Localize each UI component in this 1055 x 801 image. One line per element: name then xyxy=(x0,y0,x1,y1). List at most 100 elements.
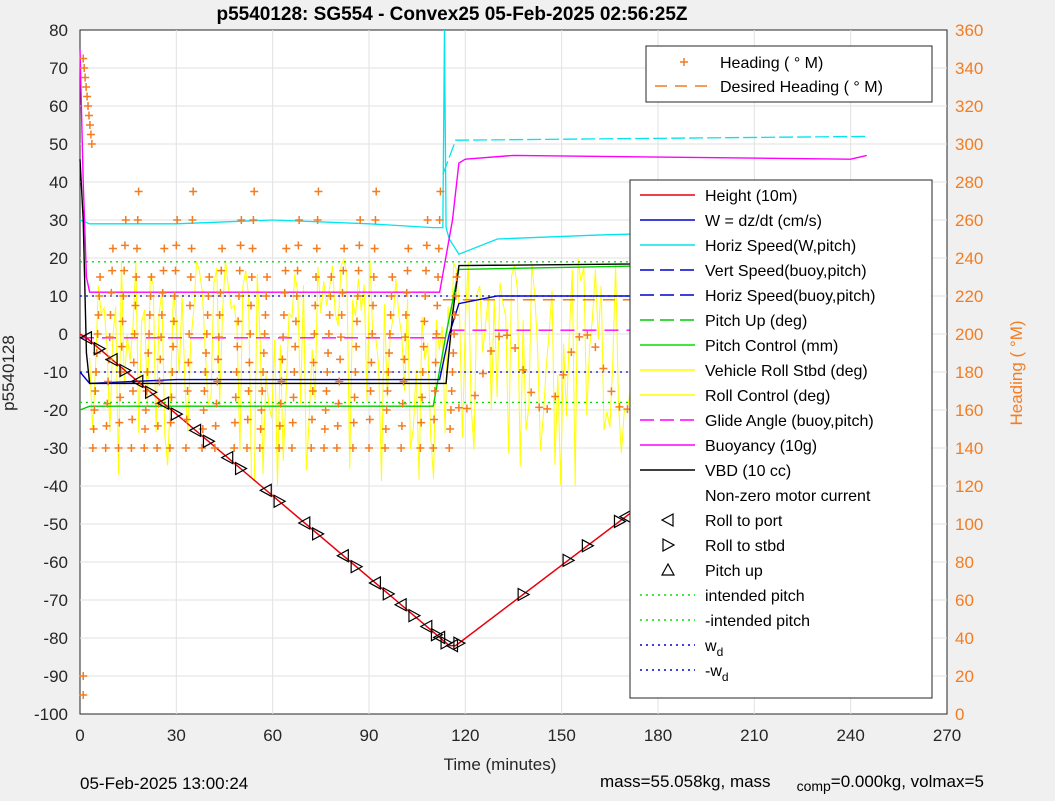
heading-marker xyxy=(205,273,214,281)
heading-marker xyxy=(312,244,321,253)
y2-tick-label: 360 xyxy=(955,21,983,40)
heading-marker xyxy=(418,368,427,376)
roll-stbd-marker xyxy=(562,553,576,568)
roll-stbd-marker xyxy=(440,635,454,650)
heading-marker xyxy=(327,273,336,281)
heading-marker xyxy=(369,301,378,310)
pitch-up-line xyxy=(79,261,867,411)
heading-marker xyxy=(248,244,257,253)
heading-marker xyxy=(234,317,243,326)
heading-marker xyxy=(280,288,289,297)
heading-marker xyxy=(129,358,138,367)
heading-marker xyxy=(349,418,358,427)
heading-marker xyxy=(352,342,361,351)
heading-marker xyxy=(107,288,116,297)
heading-marker xyxy=(143,368,152,376)
heading-marker xyxy=(431,358,440,367)
heading-marker xyxy=(451,292,460,300)
heading-marker xyxy=(259,349,268,357)
roll-stbd-marker xyxy=(234,461,248,476)
heading-marker xyxy=(320,425,329,433)
heading-marker xyxy=(262,292,271,300)
heading-marker xyxy=(559,370,568,379)
heading-marker xyxy=(187,244,196,253)
y-tick-label: 0 xyxy=(59,325,68,344)
y2-tick-label: 120 xyxy=(955,477,983,496)
heading-marker xyxy=(282,244,291,253)
heading-marker xyxy=(216,288,225,297)
heading-marker xyxy=(288,418,297,427)
heading-marker xyxy=(338,288,347,297)
heading-marker xyxy=(385,349,394,357)
roll-stbd-marker xyxy=(273,494,287,509)
heading-marker xyxy=(84,111,93,120)
x-tick-label: 120 xyxy=(451,726,479,745)
heading-marker xyxy=(383,387,392,395)
legend-swatch xyxy=(660,512,674,528)
chart-title: p5540128: SG554 - Convex25 05-Feb-2025 0… xyxy=(216,4,687,25)
heading-marker xyxy=(230,418,239,427)
heading-marker xyxy=(215,311,224,319)
heading-marker xyxy=(417,393,426,402)
horiz-speed-upper-line xyxy=(442,135,867,175)
heading-marker xyxy=(382,406,391,414)
heading-marker xyxy=(169,317,178,326)
legend-main-entry: Buoyancy (10g) xyxy=(705,438,817,455)
legend-main-entry: Horiz Speed(buoy,pitch) xyxy=(705,288,875,305)
x-tick-label: 210 xyxy=(740,726,768,745)
roll-stbd-marker xyxy=(145,385,158,400)
heading-marker xyxy=(386,311,395,319)
heading-marker xyxy=(400,355,409,364)
heading-marker xyxy=(142,387,151,395)
heading-marker xyxy=(237,216,246,224)
heading-marker xyxy=(446,406,455,414)
y2-tick-label: 0 xyxy=(955,705,964,724)
heading-marker xyxy=(214,333,223,342)
y2-tick-label: 60 xyxy=(955,591,974,610)
heading-marker xyxy=(417,418,426,427)
y-tick-label: 20 xyxy=(49,249,68,268)
heading-marker xyxy=(146,292,155,300)
heading-marker xyxy=(116,393,125,402)
heading-marker xyxy=(166,418,175,427)
heading-marker xyxy=(132,273,141,281)
heading-marker xyxy=(212,399,221,408)
heading-marker xyxy=(421,266,430,275)
heading-marker xyxy=(172,241,181,250)
heading-marker xyxy=(134,187,143,196)
heading-marker xyxy=(450,311,459,319)
height-line xyxy=(79,333,868,647)
y2-tick-label: 340 xyxy=(955,59,983,78)
heading-marker xyxy=(155,377,164,386)
y2-tick-label: 180 xyxy=(955,363,983,382)
roll-stbd-marker xyxy=(119,363,133,378)
legend-top-entry: Heading ( ° M) xyxy=(720,55,823,72)
heading-marker xyxy=(79,672,88,680)
legend-main-entry: Pitch up xyxy=(705,563,763,580)
heading-marker xyxy=(80,64,89,72)
heading-marker xyxy=(495,332,504,341)
horiz-speed-w-line xyxy=(79,29,867,256)
heading-marker xyxy=(263,273,272,281)
heading-marker xyxy=(232,368,241,376)
heading-marker xyxy=(583,331,592,340)
heading-marker xyxy=(320,444,329,452)
roll-stbd-marker xyxy=(517,587,531,602)
roll-port-marker xyxy=(368,575,382,590)
heading-marker xyxy=(102,421,111,430)
heading-marker xyxy=(116,368,125,376)
heading-marker xyxy=(470,391,479,400)
heading-marker xyxy=(420,317,429,326)
heading-marker xyxy=(168,368,177,376)
heading-marker xyxy=(153,444,162,452)
heading-marker xyxy=(255,444,264,452)
heading-marker xyxy=(84,102,93,110)
heading-marker xyxy=(278,355,287,364)
x-tick-label: 240 xyxy=(836,726,864,745)
heading-marker xyxy=(324,349,333,357)
y-tick-label: -80 xyxy=(43,629,68,648)
heading-marker xyxy=(171,266,180,275)
heading-marker xyxy=(434,244,443,253)
x-axis-label: Time (minutes) xyxy=(444,755,557,774)
y-tick-label: -40 xyxy=(43,477,68,496)
